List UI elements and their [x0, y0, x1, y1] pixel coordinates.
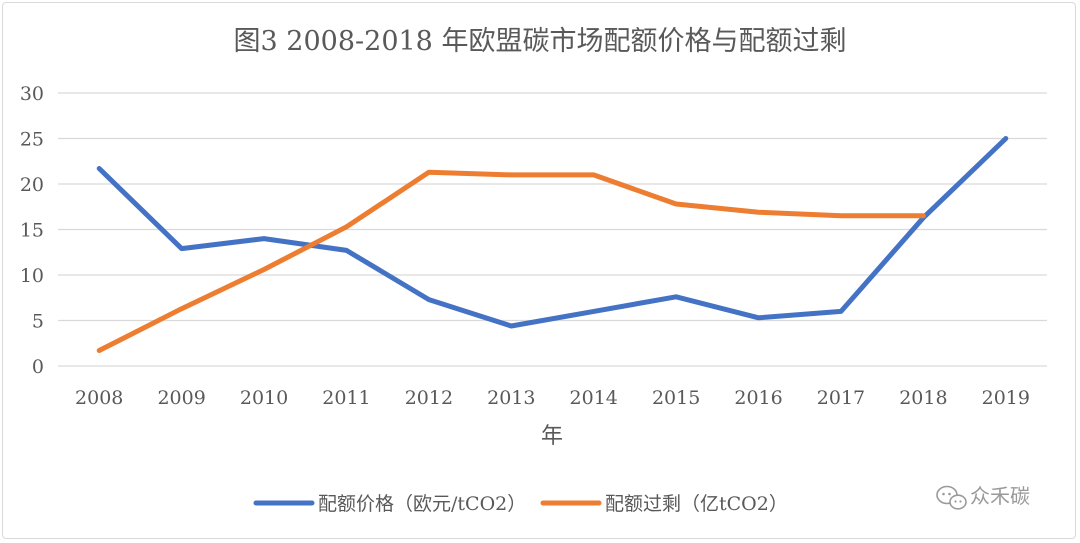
y-axis-ticks: 0 5 10 15 20 25 30 [20, 83, 44, 378]
y-tick-label: 5 [32, 311, 44, 333]
series-layer [96, 136, 1009, 353]
y-tick-label: 0 [32, 356, 44, 378]
x-tick-label: 2014 [570, 387, 618, 409]
y-tick-label: 15 [20, 220, 44, 242]
x-tick-label: 2018 [899, 387, 947, 409]
x-tick-label: 2016 [734, 387, 782, 409]
x-axis-label: 年 [541, 424, 563, 449]
legend: 配额价格（欧元/tCO2） 配额过剩（亿tCO2） [253, 493, 788, 515]
legend-item-2: 配额过剩（亿tCO2） [540, 493, 788, 515]
x-tick-label: 2008 [75, 387, 123, 409]
watermark-text: 众禾碳 [970, 484, 1030, 508]
y-tick-label: 30 [20, 83, 44, 105]
x-axis-ticks: 2008 2009 2010 2011 2012 2013 2014 2015 2016 2017… [75, 387, 1030, 409]
series-line-2 [96, 169, 926, 353]
wechat-icon [936, 485, 967, 510]
x-tick-label: 2011 [322, 387, 370, 409]
x-tick-label: 2013 [487, 387, 535, 409]
series-line-1 [96, 136, 1009, 329]
x-tick-label: 2012 [405, 387, 453, 409]
grid-layer [58, 92, 1047, 367]
x-tick-label: 2017 [817, 387, 865, 409]
x-tick-label: 2019 [982, 387, 1030, 409]
legend-label: 配额价格（欧元/tCO2） [318, 493, 526, 515]
y-tick-label: 20 [20, 174, 44, 196]
legend-label: 配额过剩（亿tCO2） [605, 493, 788, 515]
x-tick-label: 2010 [240, 387, 288, 409]
legend-item-1: 配额价格（欧元/tCO2） [253, 493, 526, 515]
y-tick-label: 10 [20, 265, 44, 287]
x-tick-label: 2015 [652, 387, 700, 409]
watermark: 众禾碳 [936, 484, 1030, 510]
x-tick-label: 2009 [157, 387, 205, 409]
chart-title: 图3 2008-2018 年欧盟碳市场配额价格与配额过剩 [234, 26, 847, 57]
y-tick-label: 25 [20, 129, 44, 151]
